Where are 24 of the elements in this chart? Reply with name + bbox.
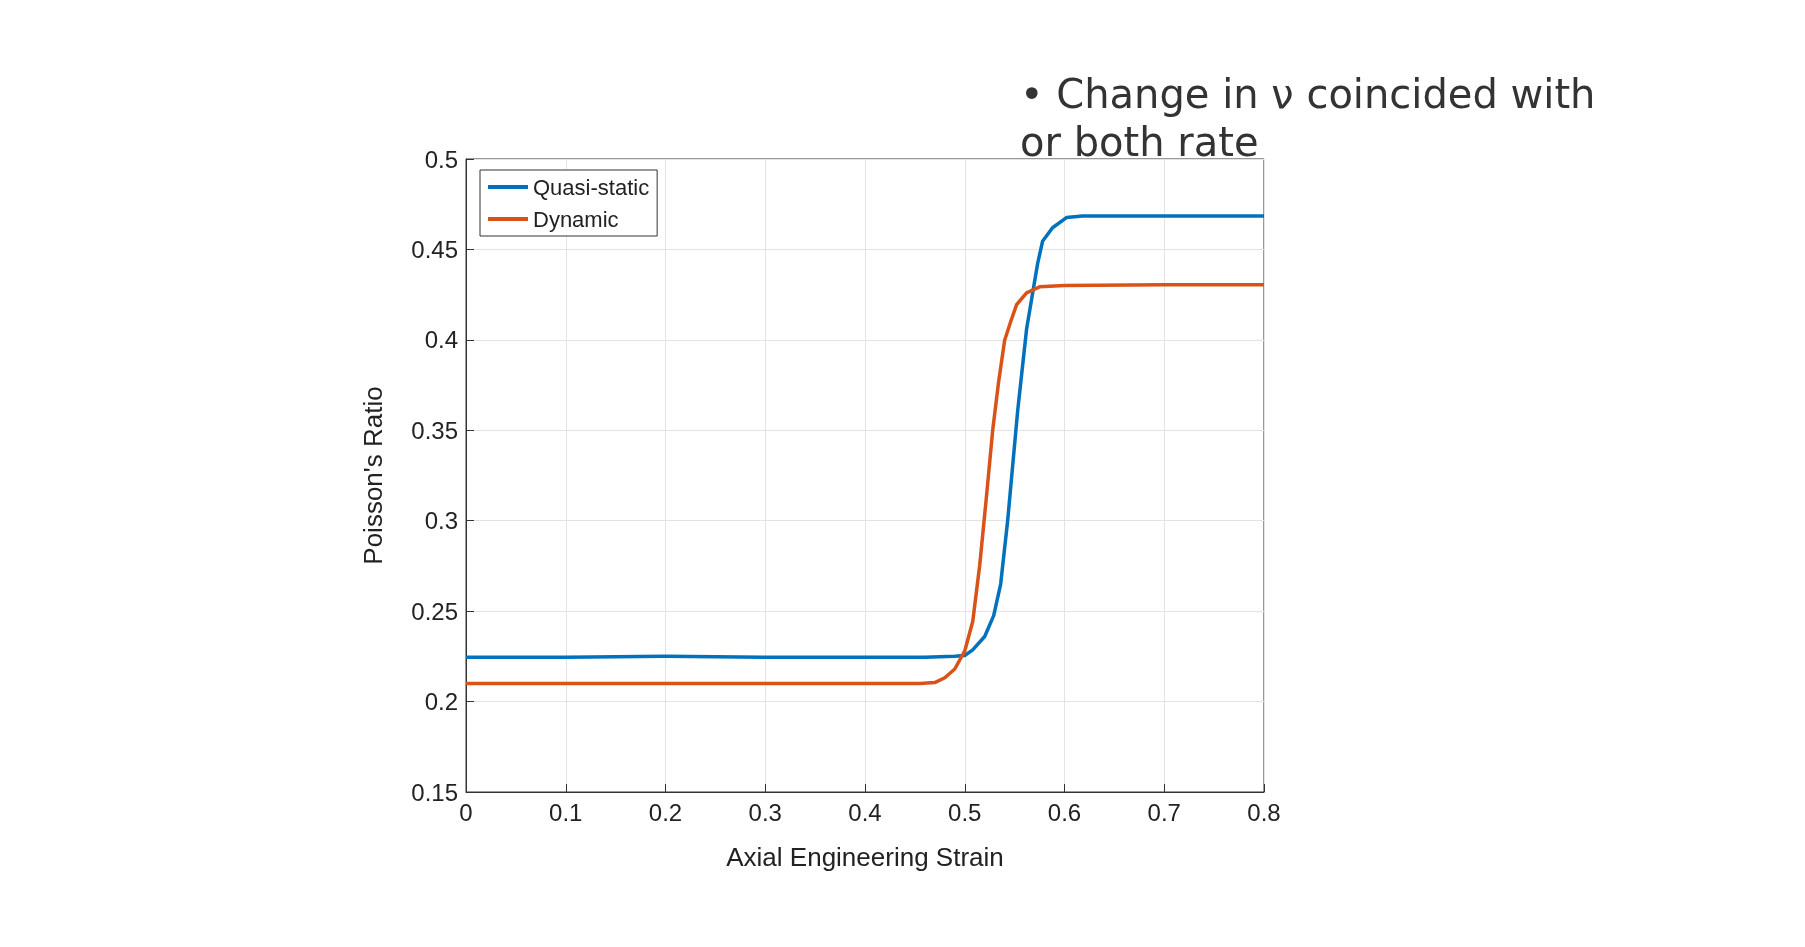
x-tick-label: 0.8	[1247, 798, 1281, 826]
x-tick-label: 0.3	[748, 798, 782, 826]
y-tick-label: 0.5	[424, 145, 458, 173]
y-tick-label: 0.35	[411, 416, 458, 444]
legend-label: Quasi-static	[533, 174, 650, 200]
y-tick-label: 0.25	[411, 597, 458, 625]
x-tick-label: 0.1	[549, 798, 583, 826]
x-tick-label: 0.4	[848, 798, 882, 826]
x-tick-label: 0	[459, 798, 473, 826]
y-tick-label: 0.4	[424, 326, 458, 354]
x-tick-label: 0.5	[948, 798, 982, 826]
x-axis-title: Axial Engineering Strain	[726, 842, 1004, 872]
text: • Change in ν coincided with	[1020, 70, 1596, 118]
x-tick-label: 0.6	[1047, 798, 1082, 826]
line-series	[464, 282, 1266, 686]
x-tick-label: 0.7	[1147, 798, 1181, 826]
x-tick-label: 0.2	[648, 798, 683, 826]
y-tick-label: 0.2	[424, 688, 458, 716]
y-tick-label: 0.3	[424, 507, 458, 535]
annotation: or both rate	[1020, 118, 1260, 166]
y-tick-label: 0.45	[411, 235, 458, 263]
y-axis-title: Poisson's Ratio	[358, 386, 388, 565]
y-tick-label: 0.15	[411, 778, 458, 806]
legend-label: Dynamic	[533, 206, 619, 232]
